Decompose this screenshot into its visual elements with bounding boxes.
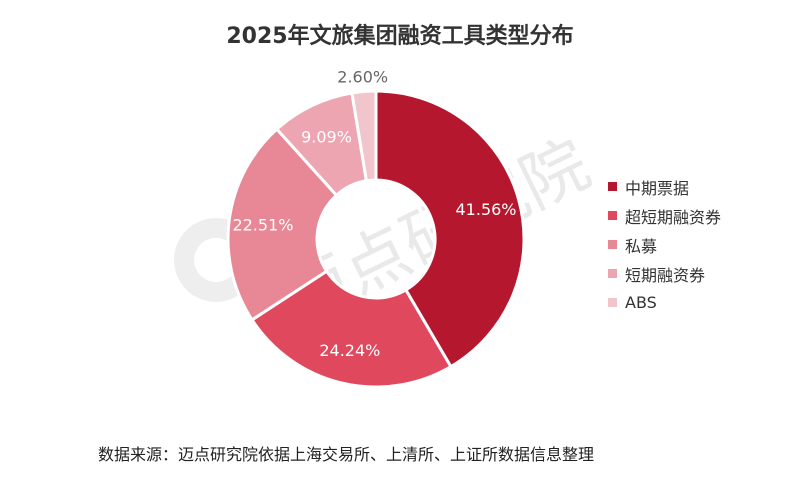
data-source-note: 数据来源：迈点研究院依据上海交易所、上清所、上证所数据信息整理 (98, 445, 595, 464)
legend: 中期票据超短期融资券 私募短期融资券 ABS (608, 172, 721, 317)
legend-label: 中期票据 (625, 178, 690, 198)
legend-swatch (608, 182, 617, 191)
legend-label: 私募 (625, 236, 658, 256)
legend-item: ABS (608, 288, 721, 317)
legend-swatch (608, 269, 617, 278)
data-label: 22.51% (232, 215, 293, 234)
legend-swatch (608, 298, 617, 307)
data-label: 9.09% (301, 127, 352, 146)
legend-swatch (608, 240, 617, 249)
slice-zhongqi-piaoju (374, 89, 526, 369)
slice-simu (226, 127, 339, 322)
legend-item: 私募 (608, 230, 721, 259)
data-label: 41.56% (456, 200, 517, 219)
data-label: 2.60% (337, 68, 388, 87)
legend-item: 短期融资券 (608, 259, 721, 288)
legend-swatch (608, 211, 617, 220)
legend-label: 超短期融资券 (625, 207, 722, 227)
legend-label: 短期融资券 (625, 265, 706, 285)
slice-chaoduanqi-rongziquan (249, 269, 453, 389)
legend-item: 中期票据 (608, 172, 721, 201)
data-label: 24.24% (319, 341, 380, 360)
slice-abs (350, 89, 378, 183)
chart-title: 2025年文旅集团融资工具类型分布 (226, 24, 574, 49)
donut-data-labels: 41.56% 24.24% 22.51% 9.09% 2.60% (232, 68, 516, 360)
donut-slices (226, 89, 526, 389)
legend-item: 超短期融资券 (608, 201, 721, 230)
legend-label: ABS (625, 293, 657, 312)
